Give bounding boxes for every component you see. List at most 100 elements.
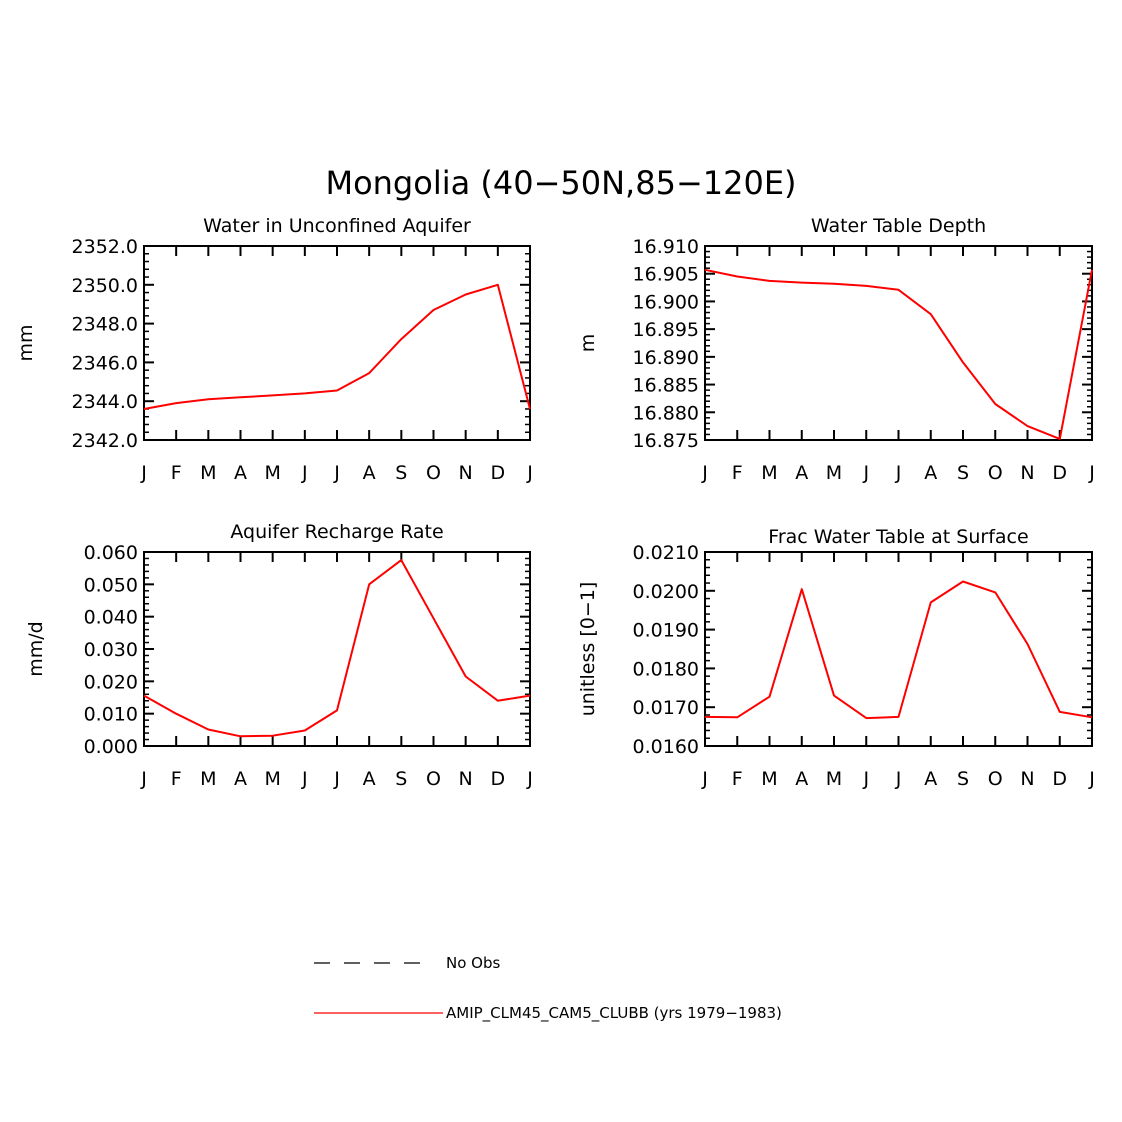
x-tick-label: J bbox=[862, 768, 869, 790]
x-tick-label: J bbox=[301, 462, 308, 484]
x-tick-label: A bbox=[363, 462, 376, 484]
x-tick-label: A bbox=[924, 768, 937, 790]
y-axis-label: mm/d bbox=[25, 621, 47, 676]
x-tick-label: M bbox=[761, 462, 777, 484]
x-tick-label: J bbox=[301, 768, 308, 790]
x-tick-label: J bbox=[333, 462, 340, 484]
x-tick-label: A bbox=[234, 462, 247, 484]
y-tick-label: 16.875 bbox=[633, 430, 699, 452]
x-tick-label: O bbox=[426, 768, 441, 790]
y-tick-label: 0.050 bbox=[84, 574, 138, 596]
x-tick-label: A bbox=[795, 768, 808, 790]
y-tick-label: 2352.0 bbox=[72, 236, 138, 258]
x-tick-label: D bbox=[491, 768, 506, 790]
x-tick-label: J bbox=[701, 768, 708, 790]
x-tick-label: A bbox=[795, 462, 808, 484]
y-tick-label: 0.0190 bbox=[633, 620, 699, 642]
x-tick-label: D bbox=[1052, 768, 1067, 790]
y-tick-label: 0.0200 bbox=[633, 581, 699, 603]
x-tick-label: M bbox=[264, 768, 280, 790]
x-tick-label: M bbox=[200, 462, 216, 484]
x-tick-label: J bbox=[140, 768, 147, 790]
y-tick-label: 2344.0 bbox=[72, 391, 138, 413]
y-tick-label: 2342.0 bbox=[72, 430, 138, 452]
x-tick-label: M bbox=[200, 768, 216, 790]
x-tick-label: D bbox=[491, 462, 506, 484]
x-tick-label: M bbox=[826, 768, 842, 790]
legend-no-obs-label: No Obs bbox=[446, 954, 500, 972]
x-tick-label: N bbox=[459, 768, 473, 790]
legend: No Obs AMIP_CLM45_CAM5_CLUBB (yrs 1979−1… bbox=[314, 954, 782, 1023]
x-tick-label: S bbox=[395, 462, 407, 484]
y-tick-label: 0.040 bbox=[84, 607, 138, 629]
y-tick-label: 16.895 bbox=[633, 319, 699, 341]
x-tick-label: N bbox=[1020, 462, 1034, 484]
series-line bbox=[143, 559, 531, 738]
panel-frac-water-table-at-surface: Frac Water Table at Surface unitless [0−1… bbox=[577, 526, 1095, 790]
y-tick-label: 0.000 bbox=[84, 736, 138, 758]
x-tick-label: M bbox=[761, 768, 777, 790]
x-tick-label: D bbox=[1052, 462, 1067, 484]
x-tick-label: J bbox=[895, 768, 902, 790]
y-axis-label: unitless [0−1] bbox=[577, 582, 599, 717]
x-tick-label: O bbox=[988, 768, 1003, 790]
series-line bbox=[704, 580, 1093, 720]
y-tick-label: 0.0160 bbox=[633, 736, 699, 758]
panel-title: Water Table Depth bbox=[811, 215, 986, 237]
x-tick-label: F bbox=[171, 462, 182, 484]
y-tick-label: 0.0210 bbox=[633, 542, 699, 564]
x-tick-label: J bbox=[333, 768, 340, 790]
x-tick-label: N bbox=[1020, 768, 1034, 790]
panel-title: Water in Unconfined Aquifer bbox=[203, 215, 471, 237]
y-tick-label: 16.890 bbox=[633, 347, 699, 369]
y-axis-label: m bbox=[577, 334, 599, 353]
x-tick-label: A bbox=[234, 768, 247, 790]
y-tick-label: 0.020 bbox=[84, 671, 138, 693]
x-tick-label: S bbox=[957, 462, 969, 484]
y-tick-label: 16.900 bbox=[633, 291, 699, 313]
y-tick-label: 16.910 bbox=[633, 236, 699, 258]
x-tick-label: A bbox=[924, 462, 937, 484]
y-tick-label: 16.905 bbox=[633, 264, 699, 286]
x-tick-label: J bbox=[862, 462, 869, 484]
y-tick-label: 2350.0 bbox=[72, 275, 138, 297]
y-tick-label: 0.030 bbox=[84, 639, 138, 661]
y-tick-label: 0.060 bbox=[84, 542, 138, 564]
x-tick-label: J bbox=[1088, 768, 1095, 790]
x-tick-label: S bbox=[395, 768, 407, 790]
y-tick-label: 16.885 bbox=[633, 375, 699, 397]
x-tick-label: M bbox=[826, 462, 842, 484]
series-line bbox=[704, 268, 1093, 440]
y-tick-label: 2346.0 bbox=[72, 352, 138, 374]
y-tick-label: 0.010 bbox=[84, 704, 138, 726]
legend-model-label: AMIP_CLM45_CAM5_CLUBB (yrs 1979−1983) bbox=[446, 1004, 782, 1023]
x-tick-label: N bbox=[459, 462, 473, 484]
x-tick-label: J bbox=[1088, 462, 1095, 484]
x-tick-label: J bbox=[140, 462, 147, 484]
y-tick-label: 0.0170 bbox=[633, 697, 699, 719]
x-tick-label: J bbox=[701, 462, 708, 484]
x-tick-label: J bbox=[526, 768, 533, 790]
x-tick-label: F bbox=[732, 462, 743, 484]
x-tick-label: O bbox=[988, 462, 1003, 484]
x-tick-label: S bbox=[957, 768, 969, 790]
series-line bbox=[143, 283, 531, 410]
x-tick-label: F bbox=[171, 768, 182, 790]
panel-title: Aquifer Recharge Rate bbox=[230, 521, 443, 543]
x-tick-label: J bbox=[526, 462, 533, 484]
y-tick-label: 2348.0 bbox=[72, 314, 138, 336]
x-tick-label: M bbox=[264, 462, 280, 484]
y-axis-label: mm bbox=[15, 324, 37, 361]
x-tick-label: A bbox=[363, 768, 376, 790]
panel-title: Frac Water Table at Surface bbox=[768, 526, 1028, 548]
figure-title: Mongolia (40−50N,85−120E) bbox=[325, 164, 796, 202]
x-tick-label: J bbox=[895, 462, 902, 484]
y-tick-label: 0.0180 bbox=[633, 658, 699, 680]
x-tick-label: O bbox=[426, 462, 441, 484]
x-tick-label: F bbox=[732, 768, 743, 790]
